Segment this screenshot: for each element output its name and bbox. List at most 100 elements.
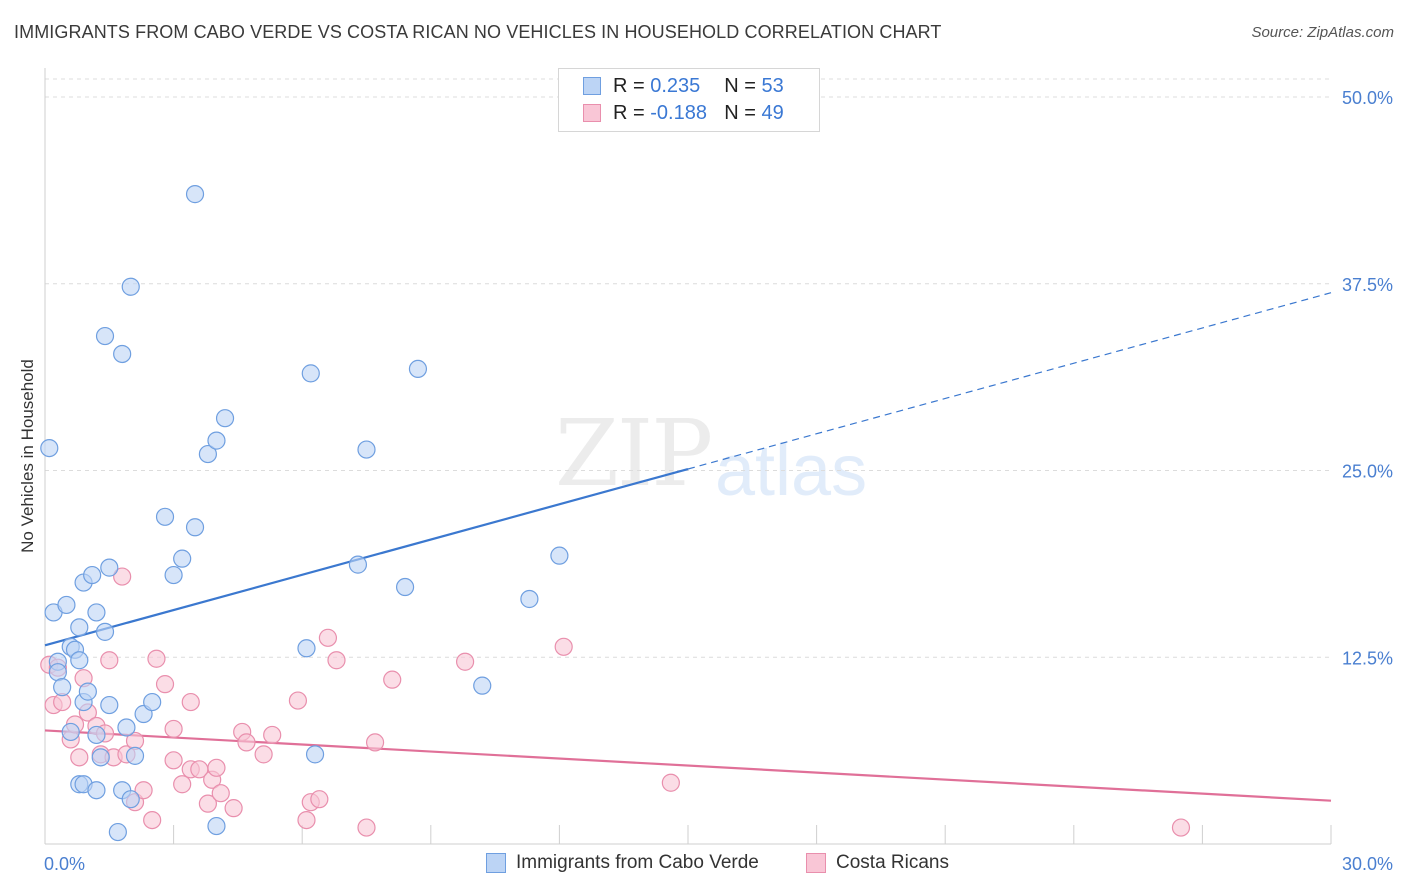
point-cabo-verde [83, 565, 102, 585]
point-cabo-verde [117, 718, 136, 737]
point-cabo-verde [207, 816, 226, 836]
point-costa-rican [100, 651, 119, 670]
bottom-swatch-blue [486, 853, 506, 873]
point-cabo-verde [185, 518, 205, 537]
point-costa-rican [357, 818, 376, 837]
point-cabo-verde [57, 595, 76, 615]
y-tick-label: 37.5% [1342, 275, 1393, 295]
point-cabo-verde [348, 555, 368, 574]
trend-line-cabo-verde-projection [687, 292, 1332, 470]
source-label: Source: ZipAtlas.com [1251, 24, 1394, 41]
point-costa-rican [661, 773, 680, 792]
correlation-legend: R = 0.235 N = 53 R = -0.188 N = 49 [558, 68, 820, 132]
point-costa-rican [383, 670, 402, 689]
bottom-legend-cabo-verde: Immigrants from Cabo Verde [486, 852, 759, 874]
point-cabo-verde [305, 745, 325, 764]
bottom-swatch-pink [806, 853, 826, 873]
point-cabo-verde [40, 438, 59, 458]
legend-r-label: R = [613, 74, 645, 97]
point-cabo-verde [78, 682, 97, 701]
point-costa-rican [134, 781, 153, 800]
point-cabo-verde [297, 639, 316, 658]
point-costa-rican [113, 567, 132, 586]
grid-lines [45, 78, 1331, 658]
point-cabo-verde [100, 558, 119, 577]
point-costa-rican [173, 775, 192, 794]
legend-swatch-pink [583, 104, 601, 122]
point-costa-rican [297, 810, 316, 830]
y-tick-label: 12.5% [1342, 648, 1393, 668]
data-points [40, 185, 1191, 842]
legend-n-value: 49 [761, 101, 784, 124]
point-cabo-verde [95, 622, 115, 641]
point-cabo-verde [473, 676, 492, 695]
legend-row-cabo-verde: R = 0.235 N = 53 [583, 74, 784, 98]
watermark-zip: ZIP [555, 400, 713, 507]
point-costa-rican [237, 733, 256, 752]
point-costa-rican [155, 675, 175, 694]
point-cabo-verde [121, 277, 140, 296]
point-cabo-verde [87, 603, 106, 622]
point-costa-rican [263, 725, 282, 745]
point-cabo-verde [121, 790, 140, 809]
legend-r-label: R = [613, 101, 645, 124]
point-cabo-verde [155, 507, 175, 526]
y-axis-label: No Vehicles in Household [18, 359, 37, 553]
point-costa-rican [310, 790, 329, 809]
chart-title: IMMIGRANTS FROM CABO VERDE VS COSTA RICA… [14, 22, 942, 42]
point-cabo-verde [91, 748, 110, 767]
point-cabo-verde [61, 722, 80, 742]
point-costa-rican [143, 810, 162, 830]
point-costa-rican [554, 637, 573, 656]
point-cabo-verde [143, 692, 162, 712]
point-cabo-verde [207, 431, 226, 450]
point-costa-rican [455, 652, 475, 671]
trend-line-cabo-verde [44, 467, 689, 647]
point-cabo-verde [87, 725, 106, 745]
point-cabo-verde [357, 440, 376, 459]
point-cabo-verde [70, 651, 89, 670]
point-costa-rican [164, 751, 183, 770]
trend-line-costa-rican [44, 729, 1332, 802]
x-tick-label: 30.0% [1342, 854, 1393, 874]
bottom-legend-label-2: Costa Ricans [836, 852, 949, 873]
tick-labels: 12.5% 25.0% 37.5% 50.0% 0.0% 30.0% [44, 88, 1393, 874]
point-costa-rican [1171, 818, 1191, 837]
legend-n-value: 53 [761, 74, 784, 97]
point-costa-rican [318, 628, 338, 647]
legend-n-label: N = [724, 101, 756, 124]
point-cabo-verde [87, 781, 106, 800]
point-costa-rican [164, 719, 183, 739]
point-cabo-verde [53, 678, 72, 697]
point-cabo-verde [520, 589, 539, 609]
point-costa-rican [365, 733, 385, 752]
point-cabo-verde [164, 565, 183, 585]
point-cabo-verde [185, 185, 205, 204]
point-costa-rican [207, 758, 226, 777]
point-costa-rican [224, 799, 243, 818]
point-costa-rican [288, 691, 308, 710]
legend-swatch-blue [583, 77, 601, 95]
legend-r-value: 0.235 [650, 74, 701, 97]
point-cabo-verde [198, 444, 217, 464]
legend-n-label: N = [724, 74, 756, 97]
point-cabo-verde [48, 663, 67, 682]
point-cabo-verde [301, 364, 320, 383]
point-cabo-verde [95, 326, 115, 346]
y-tick-label: 50.0% [1342, 88, 1393, 108]
point-cabo-verde [70, 618, 89, 637]
point-cabo-verde [125, 746, 145, 765]
point-costa-rican [211, 784, 230, 803]
point-cabo-verde [100, 695, 119, 715]
point-costa-rican [327, 651, 346, 670]
bottom-legend-costa-rican: Costa Ricans [806, 852, 949, 874]
point-costa-rican [181, 692, 200, 712]
point-costa-rican [254, 745, 273, 764]
point-costa-rican [198, 794, 217, 813]
point-costa-rican [147, 649, 166, 668]
trend-lines [44, 292, 1332, 802]
y-tick-label: 25.0% [1342, 462, 1393, 482]
point-cabo-verde [113, 344, 132, 364]
bottom-legend-label-1: Immigrants from Cabo Verde [516, 852, 759, 873]
